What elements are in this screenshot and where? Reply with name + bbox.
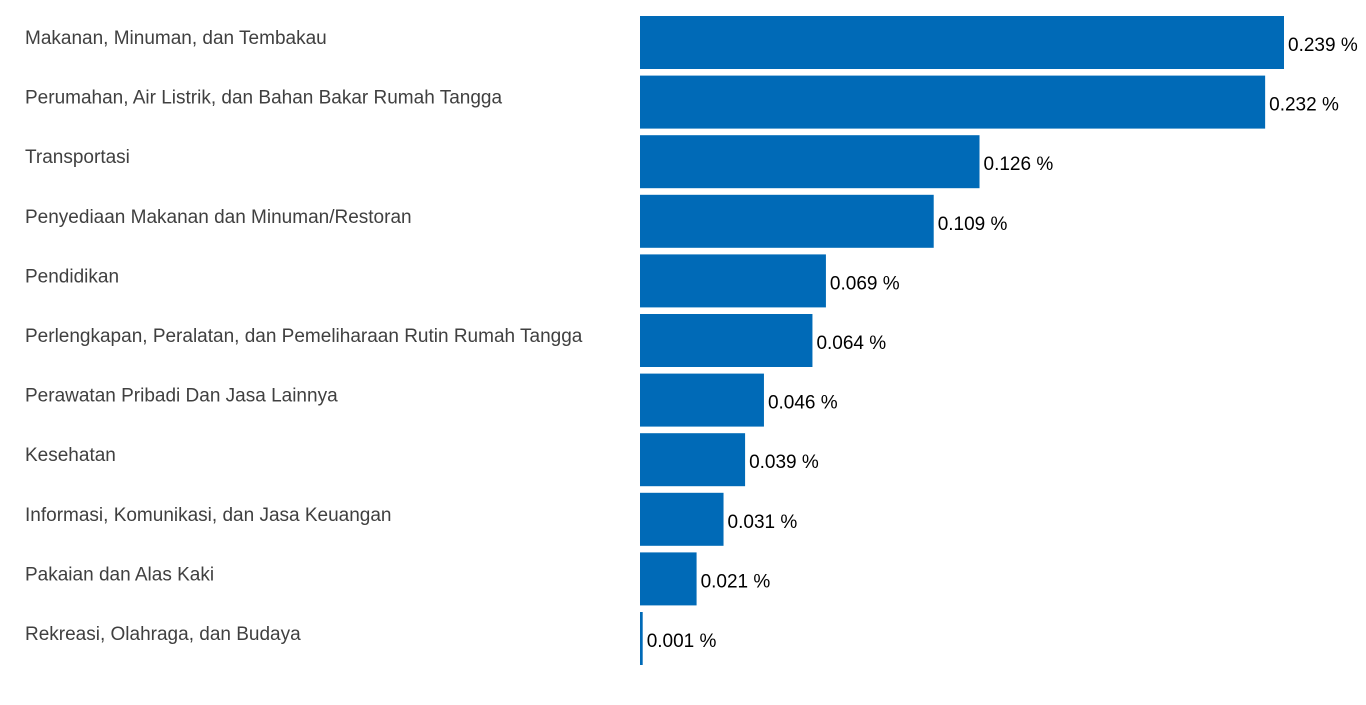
value-label: 0.239 % — [1288, 35, 1358, 56]
bar — [640, 254, 826, 308]
bar — [640, 433, 746, 487]
value-label: 0.031 % — [728, 512, 798, 533]
category-label: Makanan, Minuman, dan Tembakau — [25, 28, 327, 49]
value-label: 0.021 % — [701, 571, 771, 592]
bar — [640, 492, 724, 546]
bar — [640, 314, 813, 367]
category-label: Perawatan Pribadi Dan Jasa Lainnya — [25, 386, 338, 407]
bar — [640, 194, 934, 248]
bar — [640, 612, 643, 665]
category-label: Transportasi — [25, 147, 130, 168]
category-label: Pendidikan — [25, 266, 119, 287]
category-label: Kesehatan — [25, 445, 116, 466]
category-label: Perumahan, Air Listrik, dan Bahan Bakar … — [25, 88, 502, 109]
value-label: 0.126 % — [984, 154, 1054, 175]
bar — [640, 552, 697, 606]
bar — [640, 135, 980, 189]
value-label: 0.232 % — [1269, 95, 1339, 116]
bar — [640, 75, 1266, 129]
value-label: 0.046 % — [768, 393, 838, 414]
category-label: Pakaian dan Alas Kaki — [25, 564, 214, 585]
category-label: Rekreasi, Olahraga, dan Budaya — [25, 624, 301, 645]
category-label: Penyediaan Makanan dan Minuman/Restoran — [25, 207, 412, 228]
value-label: 0.069 % — [830, 273, 900, 294]
category-label: Perlengkapan, Peralatan, dan Pemeliharaa… — [25, 326, 583, 347]
category-label: Informasi, Komunikasi, dan Jasa Keuangan — [25, 505, 392, 526]
bar — [640, 16, 1284, 69]
value-label: 0.039 % — [749, 452, 819, 473]
value-label: 0.064 % — [816, 333, 886, 354]
value-label: 0.001 % — [647, 631, 717, 652]
value-label: 0.109 % — [938, 214, 1008, 235]
bar — [640, 373, 764, 427]
